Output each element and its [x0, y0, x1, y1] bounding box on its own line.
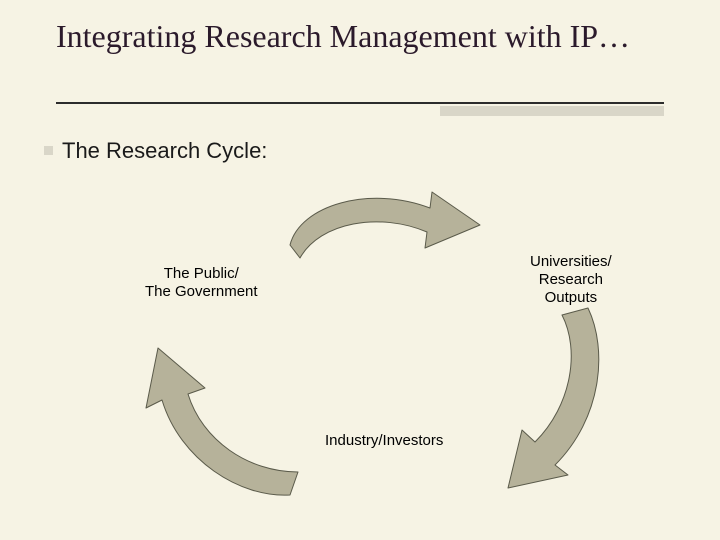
- cycle-node-public: The Public/ The Government: [145, 265, 258, 301]
- cycle-arrow-industry-to-public: [146, 348, 298, 495]
- title-underline-shadow: [440, 106, 664, 116]
- title-underline: [56, 102, 664, 104]
- slide-subtitle: The Research Cycle:: [62, 138, 267, 164]
- cycle-diagram: [0, 0, 720, 540]
- slide-title: Integrating Research Management with IP…: [56, 18, 664, 55]
- cycle-node-universities: Universities/ Research Outputs: [530, 253, 612, 307]
- bullet-marker: [44, 146, 53, 155]
- cycle-arrow-public-to-universities: [290, 192, 480, 258]
- cycle-arrow-universities-to-industry: [508, 308, 599, 488]
- cycle-node-industry: Industry/Investors: [325, 432, 443, 450]
